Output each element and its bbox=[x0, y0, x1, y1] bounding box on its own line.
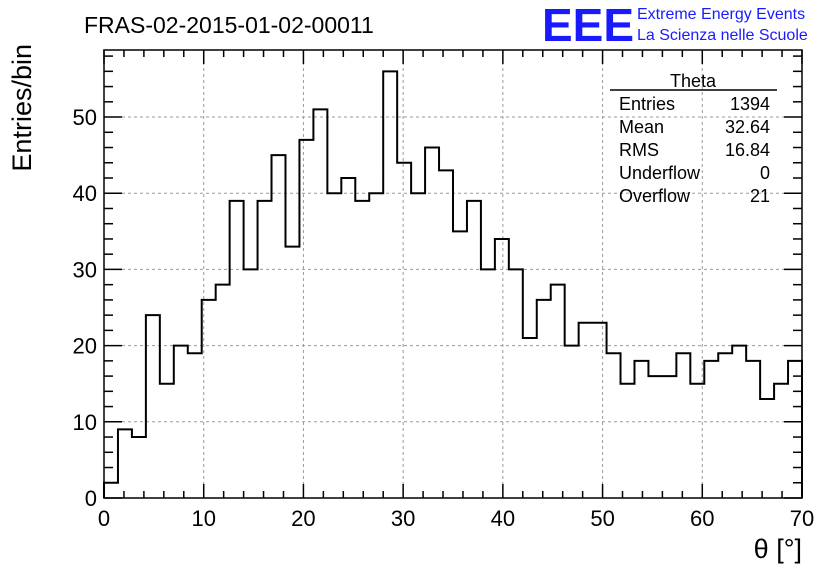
stats-row-label: Entries bbox=[619, 94, 675, 114]
stats-row-value: 1394 bbox=[730, 94, 770, 114]
y-tick-label: 20 bbox=[73, 334, 97, 359]
eee-logo: EEE Extreme Energy Events La Scienza nel… bbox=[542, 0, 808, 51]
x-tick-label: 70 bbox=[790, 506, 814, 531]
x-tick-label: 40 bbox=[491, 506, 515, 531]
x-axis-tick-labels: 0 10 20 30 40 50 60 70 bbox=[98, 506, 814, 531]
y-tick-label: 30 bbox=[73, 257, 97, 282]
x-tick-label: 60 bbox=[690, 506, 714, 531]
stats-row-label: Underflow bbox=[619, 163, 701, 183]
logo-mark: EEE bbox=[542, 0, 634, 51]
stats-row-value: 0 bbox=[760, 163, 770, 183]
stats-title: Theta bbox=[670, 71, 717, 91]
y-axis-label: Entries/bin bbox=[7, 44, 37, 172]
grid-lines bbox=[104, 50, 802, 498]
x-tick-label: 10 bbox=[191, 506, 215, 531]
histogram-outline bbox=[103, 70, 803, 498]
y-tick-label: 40 bbox=[73, 181, 97, 206]
stats-row-value: 32.64 bbox=[725, 117, 770, 137]
chart-title: FRAS-02-2015-01-02-00011 bbox=[84, 12, 374, 38]
stats-row-value: 21 bbox=[750, 186, 770, 206]
stats-row-label: RMS bbox=[619, 140, 659, 160]
x-tick-label: 30 bbox=[391, 506, 415, 531]
plot-frame bbox=[103, 49, 803, 499]
stats-row-label: Overflow bbox=[619, 186, 691, 206]
stats-box: Theta Entries 1394 Mean 32.64 RMS 16.84 Underf… bbox=[610, 71, 777, 206]
y-tick-label: 50 bbox=[73, 105, 97, 130]
logo-line-2: La Scienza nelle Scuole bbox=[637, 27, 808, 44]
axis-ticks bbox=[103, 50, 803, 499]
x-axis-label: θ [°] bbox=[754, 534, 802, 564]
x-tick-label: 20 bbox=[291, 506, 315, 531]
stats-row-value: 16.84 bbox=[725, 140, 770, 160]
stats-rows: Entries 1394 Mean 32.64 RMS 16.84 Underflow 0 Ov… bbox=[619, 94, 770, 206]
y-tick-label: 10 bbox=[73, 410, 97, 435]
logo-line-1: Extreme Energy Events bbox=[637, 6, 805, 23]
y-tick-label: 0 bbox=[85, 486, 97, 511]
x-tick-label: 50 bbox=[590, 506, 614, 531]
stats-row-label: Mean bbox=[619, 117, 664, 137]
x-tick-label: 0 bbox=[98, 506, 110, 531]
y-axis-tick-labels: 0 10 20 30 40 50 bbox=[73, 105, 97, 511]
